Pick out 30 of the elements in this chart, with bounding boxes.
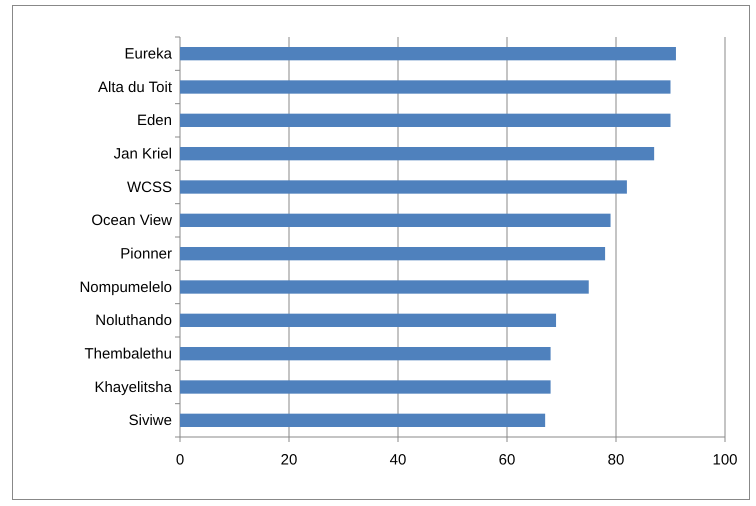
x-tick-label: 60 bbox=[498, 452, 516, 469]
bar bbox=[180, 314, 556, 327]
y-tick-label: Eden bbox=[136, 112, 172, 130]
x-tick-label: 0 bbox=[176, 452, 184, 469]
y-tick-label: Alta du Toit bbox=[98, 78, 173, 96]
x-tick-label: 20 bbox=[280, 452, 298, 469]
bar bbox=[180, 247, 606, 260]
bar bbox=[180, 347, 551, 360]
y-tick-label: Thembalethu bbox=[84, 345, 172, 362]
bar bbox=[180, 47, 676, 60]
bar bbox=[180, 180, 627, 194]
x-tick-label: 100 bbox=[712, 452, 738, 469]
y-tick-label: Eureka bbox=[124, 45, 173, 62]
y-tick-label: Noluthando bbox=[95, 312, 172, 330]
bar bbox=[180, 114, 670, 127]
y-tick-label: Jan Kriel bbox=[114, 145, 172, 162]
y-tick-label: Nompumelelo bbox=[79, 278, 172, 296]
bar bbox=[180, 80, 670, 94]
bar bbox=[180, 214, 611, 227]
bar bbox=[180, 414, 546, 427]
x-tick-label: 40 bbox=[390, 452, 406, 469]
bar bbox=[180, 380, 551, 394]
y-tick-label: Khayelitsha bbox=[94, 378, 173, 396]
y-tick-label: Pionner bbox=[120, 245, 172, 262]
y-tick-label: WCSS bbox=[127, 178, 172, 196]
y-tick-label: Ocean View bbox=[91, 212, 172, 230]
x-tick-label: 80 bbox=[608, 452, 624, 469]
bar bbox=[180, 147, 654, 160]
y-tick-label: Siviwe bbox=[128, 412, 172, 430]
bar bbox=[180, 280, 589, 294]
